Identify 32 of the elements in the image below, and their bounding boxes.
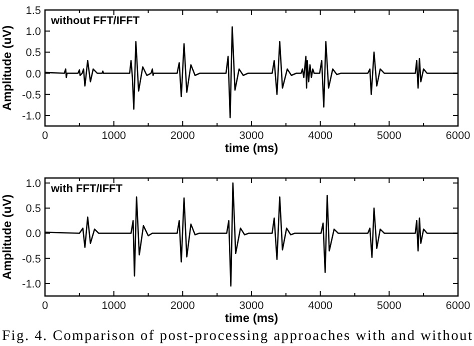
x-tick-label: 2000 [170,300,195,312]
y-tick-label: -1.0 [22,278,41,290]
y-tick-label: 0.0 [26,228,41,240]
y-tick-label: 1.5 [26,5,41,17]
x-tick-label: 5000 [376,300,402,312]
x-tick-label: 6000 [446,130,470,142]
y-tick-label: 0.0 [26,68,41,80]
x-tick-label: 4000 [308,130,333,142]
y-tick-label: -0.5 [22,89,41,102]
y-tick-label: -1.0 [22,110,41,122]
x-tick-label: 1000 [102,130,126,142]
x-axis-title: time (ms) [224,141,278,155]
x-tick-label: 6000 [446,300,470,312]
x-tick-label: 0 [42,130,48,142]
x-tick-label: 3000 [239,300,264,312]
x-tick-label: 4000 [308,300,333,312]
y-tick-label: 1.0 [26,178,41,190]
y-tick-label: 1.0 [26,26,41,38]
y-tick-label: 0.5 [26,47,41,60]
x-tick-label: 3000 [239,130,264,142]
y-axis-title: Amplitude (uV) [0,25,14,111]
y-tick-label: 0.5 [26,203,41,216]
y-axis-title: Amplitude (uV) [0,194,14,280]
text: without FFT/IFFT [50,15,140,27]
x-tick-label: 5000 [376,130,402,142]
y-tick-label: -0.5 [22,253,41,266]
chart-title: with FFT/IFFT [50,183,123,195]
x-tick-label: 2000 [170,130,195,142]
x-axis-title: time (ms) [224,311,278,325]
x-tick-label: 0 [42,300,48,312]
caption: Fig. 4. Comparison of post-processing approaches with and without [2,328,472,344]
x-tick-label: 1000 [102,300,126,312]
